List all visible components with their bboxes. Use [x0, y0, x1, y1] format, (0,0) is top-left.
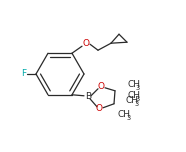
Text: 3: 3 — [127, 115, 131, 121]
Text: 3: 3 — [135, 101, 139, 107]
Text: F: F — [21, 69, 27, 78]
Text: CH: CH — [118, 110, 131, 119]
Text: 3: 3 — [136, 96, 140, 102]
Text: 3: 3 — [136, 85, 140, 91]
Text: O: O — [97, 82, 105, 91]
Text: O: O — [95, 104, 102, 113]
Text: CH: CH — [127, 80, 140, 89]
Text: CH: CH — [127, 91, 140, 100]
Text: CH: CH — [126, 96, 139, 105]
Text: B: B — [85, 92, 91, 101]
Text: O: O — [83, 39, 89, 48]
